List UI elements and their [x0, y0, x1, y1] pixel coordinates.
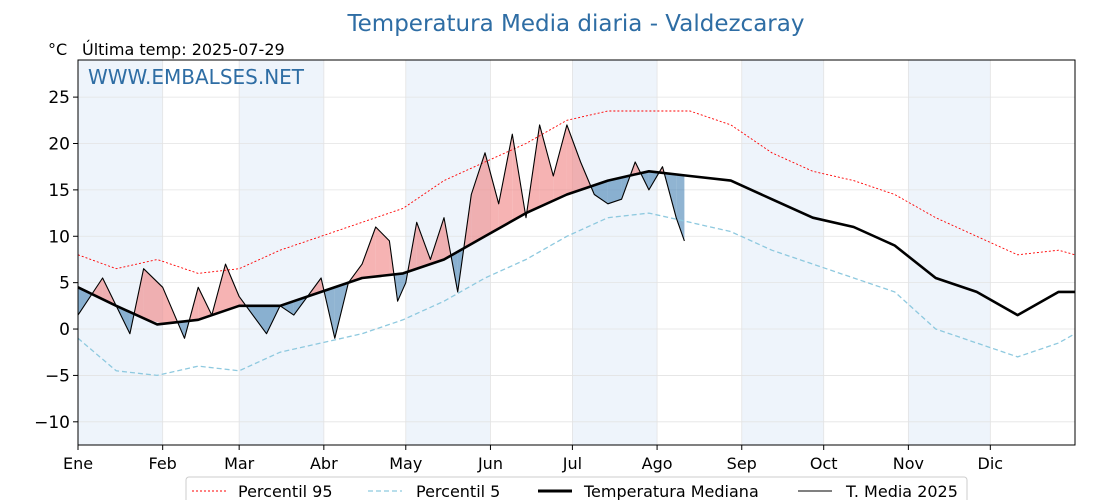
current-year-line — [77, 124, 685, 339]
p95-line — [77, 110, 1076, 274]
month-band — [239, 60, 324, 445]
above-median-fill — [498, 134, 513, 229]
above-median-fill — [143, 268, 163, 324]
x-tick-label: Dic — [978, 454, 1004, 473]
month-band — [78, 60, 163, 445]
below-median-fill — [397, 272, 406, 302]
x-axis: Ene Feb Mar Abr May Jun Jul Ago Sep Oct Nov Dic — [63, 445, 1003, 473]
below-median-fill — [607, 177, 622, 204]
x-tick-label: Nov — [893, 454, 924, 473]
month-band — [572, 60, 658, 445]
last-temp-label: Última temp: 2025-07-29 — [82, 40, 285, 59]
y-tick-label: 15 — [48, 181, 70, 201]
watermark-text: WWW.EMBALSES.NET — [88, 65, 305, 89]
y-tick-label: 5 — [59, 274, 70, 294]
above-median-fill — [566, 124, 581, 195]
legend-box — [185, 476, 968, 500]
below-median-fill — [457, 248, 464, 292]
series-lines — [77, 110, 1076, 377]
unit-label: °C — [48, 40, 67, 59]
x-tick-label: Feb — [149, 454, 177, 473]
above-median-fill — [416, 222, 431, 269]
above-median-fill — [553, 124, 567, 201]
x-tick-label: Abr — [310, 454, 338, 473]
above-median-fill — [362, 227, 376, 278]
legend-p5-label: Percentil 5 — [416, 482, 500, 500]
above-median-fill — [92, 278, 103, 300]
below-median-fill — [676, 174, 685, 241]
x-tick-label: Oct — [810, 454, 838, 473]
y-tick-label: 25 — [48, 88, 70, 108]
y-tick-label: 20 — [48, 134, 70, 154]
above-median-fill — [485, 152, 499, 237]
x-tick-label: Jun — [477, 454, 503, 473]
month-band — [908, 60, 991, 445]
below-median-fill — [78, 287, 92, 316]
legend-median-label: Temperatura Mediana — [583, 482, 759, 500]
p5-line — [77, 212, 1076, 377]
y-tick-label: −10 — [34, 413, 70, 433]
y-tick-label: −5 — [45, 366, 70, 386]
above-median-fill — [539, 124, 554, 207]
month-band — [741, 60, 824, 445]
x-tick-label: Sep — [727, 454, 757, 473]
above-median-fill — [375, 227, 390, 277]
above-median-fill — [225, 264, 240, 311]
x-tick-label: Jul — [562, 454, 582, 473]
y-axis: −10 −5 0 5 10 15 20 25 — [34, 88, 78, 433]
above-median-fill — [471, 152, 485, 244]
x-tick-label: Mar — [224, 454, 255, 473]
x-tick-label: Ago — [642, 454, 673, 473]
y-tick-label: 0 — [59, 320, 70, 340]
plot-frame — [77, 59, 1076, 446]
legend-p95-label: Percentil 95 — [238, 482, 333, 500]
y-tick-label: 10 — [48, 227, 70, 247]
x-tick-label: Ene — [63, 454, 93, 473]
chart-title: Temperatura Media diaria - Valdezcaray — [347, 11, 805, 37]
month-bands — [78, 60, 991, 445]
x-tick-label: May — [389, 454, 422, 473]
legend: Percentil 95 Percentil 5 Temperatura Med… — [185, 476, 968, 500]
below-median-fill — [594, 180, 608, 204]
legend-2025-label: T. Media 2025 — [845, 482, 958, 500]
